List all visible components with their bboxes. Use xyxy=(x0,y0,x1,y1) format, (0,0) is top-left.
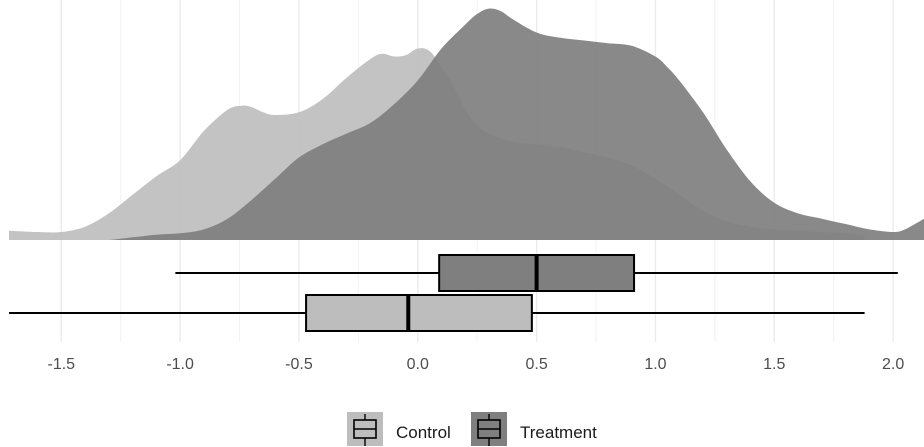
x-tick-label: 2.0 xyxy=(882,356,904,373)
legend-label-control: Control xyxy=(396,423,451,442)
x-axis-tick-labels: -1.5 -1.0 -0.5 0.0 0.5 1.0 1.5 2.0 xyxy=(47,356,904,373)
box-iqr xyxy=(305,294,533,332)
legend-key-control xyxy=(347,412,383,446)
x-tick-label: 0.5 xyxy=(525,356,547,373)
x-tick-label: 0.0 xyxy=(407,356,429,373)
legend: Control Treatment xyxy=(347,412,597,446)
legend-key-treatment xyxy=(471,412,507,446)
x-tick-label: -0.5 xyxy=(285,356,313,373)
x-tick-label: -1.0 xyxy=(166,356,194,373)
legend-label-treatment: Treatment xyxy=(520,423,597,442)
boxplot-panel xyxy=(9,254,898,332)
boxplot-control xyxy=(9,294,865,332)
x-tick-label: 1.0 xyxy=(644,356,666,373)
boxplot-treatment xyxy=(175,254,898,292)
legend-item-control: Control xyxy=(347,412,451,446)
x-tick-label: 1.5 xyxy=(763,356,785,373)
legend-item-treatment: Treatment xyxy=(471,412,597,446)
x-tick-label: -1.5 xyxy=(47,356,75,373)
density-plot xyxy=(9,8,924,241)
density-area-treatment xyxy=(108,8,924,240)
